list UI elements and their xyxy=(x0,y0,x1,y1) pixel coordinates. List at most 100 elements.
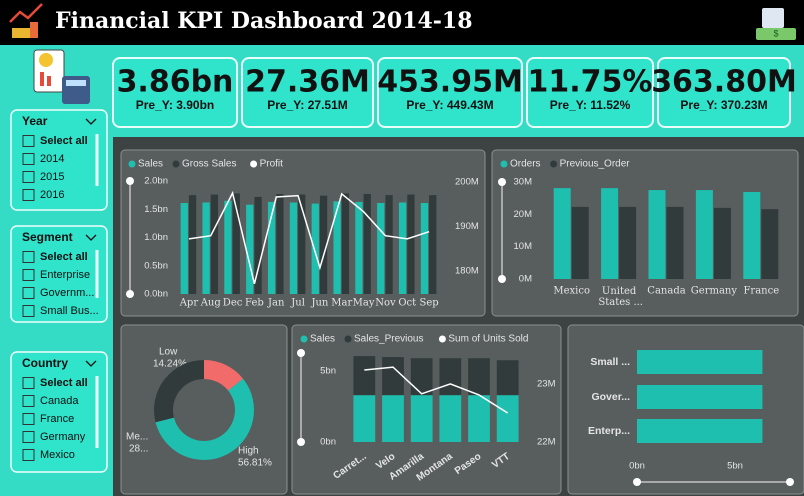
slicer-item[interactable]: 2016 xyxy=(40,189,64,201)
slicer-checkbox[interactable] xyxy=(22,153,35,165)
slicer-item[interactable]: Mexico xyxy=(40,449,75,461)
bar xyxy=(619,206,637,279)
kpi-previous: Pre_Y: 370.23M xyxy=(680,98,767,112)
kpi-value: 27.36M xyxy=(245,65,370,100)
kpi-card xyxy=(377,57,523,128)
slicer-item[interactable]: Select all xyxy=(40,251,88,263)
slicer-item[interactable]: Enterprise xyxy=(40,269,90,281)
slicer-checkbox[interactable] xyxy=(22,287,35,299)
slider-handle[interactable] xyxy=(126,290,134,298)
dashboard-title: Financial KPI Dashboard 2014-18 xyxy=(55,8,473,34)
bar xyxy=(648,190,666,279)
bar xyxy=(363,193,371,294)
bar xyxy=(571,206,589,279)
kpi-card xyxy=(112,57,238,128)
slicer-checkbox[interactable] xyxy=(22,171,35,183)
slicer-checkbox[interactable] xyxy=(22,377,35,389)
slicer-item[interactable]: Germany xyxy=(40,431,86,443)
bar xyxy=(353,356,376,396)
header-icon xyxy=(9,3,43,38)
bar xyxy=(713,207,731,279)
legend-label: Profit xyxy=(260,159,284,170)
slicer-checkbox[interactable] xyxy=(22,135,35,147)
slider-handle[interactable] xyxy=(786,478,794,486)
x-tick-label: Nov xyxy=(375,298,396,309)
x-tick-label: 0bn xyxy=(629,461,645,472)
y-tick-label: 1.0bn xyxy=(144,232,168,243)
bar xyxy=(224,200,232,294)
kpi-card xyxy=(241,57,374,128)
bar xyxy=(637,385,763,409)
slider-handle[interactable] xyxy=(633,478,641,486)
legend-label: Gross Sales xyxy=(182,159,236,170)
x-tick-label: United States ... xyxy=(595,286,643,308)
slicer-item[interactable]: Select all xyxy=(40,135,88,147)
y-tick-label: 10M xyxy=(514,241,533,252)
slicer-item[interactable]: 2015 xyxy=(40,171,64,183)
x-tick-label: Jul xyxy=(290,298,305,309)
slicer-checkbox[interactable] xyxy=(22,413,35,425)
slicer-item[interactable]: Governm... xyxy=(40,287,94,299)
legend-label: Sales xyxy=(138,159,163,170)
bar xyxy=(439,358,462,396)
bar xyxy=(439,395,462,442)
y2-tick-label: 200M xyxy=(455,176,479,187)
y2-tick-label: 22M xyxy=(537,437,556,448)
slicer-chevron xyxy=(85,360,97,367)
x-tick-label: Sep xyxy=(419,298,438,309)
bar xyxy=(601,188,619,279)
legend-marker xyxy=(250,160,258,168)
kpi-value: 11.75% xyxy=(528,65,653,100)
slicer-item[interactable]: 2014 xyxy=(40,153,64,165)
slicer-item[interactable]: France xyxy=(40,413,74,425)
slice-label: Low xyxy=(159,347,178,358)
slicer-title: Segment xyxy=(22,230,73,244)
clipboard-icon xyxy=(33,49,90,104)
bar xyxy=(382,395,404,442)
slider-handle[interactable] xyxy=(126,177,134,185)
slicer-checkbox[interactable] xyxy=(22,449,35,461)
y-tick-label: 30M xyxy=(514,177,533,188)
bar xyxy=(385,195,393,294)
legend-marker xyxy=(344,335,352,343)
x-tick-label: Mar xyxy=(331,298,352,309)
slicer-checkbox[interactable] xyxy=(22,189,35,201)
slicer-checkbox[interactable] xyxy=(22,431,35,443)
y-tick-label: Small ... xyxy=(590,356,630,368)
bar xyxy=(637,419,763,443)
slicer-checkbox[interactable] xyxy=(22,251,35,263)
bar xyxy=(410,395,433,442)
y2-tick-label: 180M xyxy=(455,265,479,276)
slider-handle[interactable] xyxy=(297,438,305,446)
slider-handle[interactable] xyxy=(498,178,506,186)
kpi-previous: Pre_Y: 449.43M xyxy=(406,98,493,112)
kpi-value: 453.95M xyxy=(377,65,523,100)
bar xyxy=(276,193,284,294)
x-tick-label: Jan xyxy=(267,298,285,309)
bar xyxy=(382,357,404,396)
slicer-checkbox[interactable] xyxy=(22,269,35,281)
y-tick-label: 0M xyxy=(519,274,532,285)
bar xyxy=(333,201,341,294)
slider-handle[interactable] xyxy=(297,349,305,357)
slicer-checkbox[interactable] xyxy=(22,305,35,317)
header-bar xyxy=(0,0,804,45)
kpi-card xyxy=(526,57,654,128)
kpi-previous: Pre_Y: 11.52% xyxy=(550,98,631,112)
slicer-checkbox[interactable] xyxy=(22,395,35,407)
slicer-item[interactable]: Small Bus... xyxy=(40,305,99,317)
legend-marker xyxy=(128,160,136,168)
bar xyxy=(496,360,519,396)
slice-label: High xyxy=(238,446,259,457)
slice-value: 56.81% xyxy=(238,458,272,469)
legend-marker xyxy=(550,160,558,168)
donut-slice xyxy=(155,378,254,460)
slider-handle[interactable] xyxy=(498,275,506,283)
slicer-item[interactable]: Select all xyxy=(40,377,88,389)
y-tick-label: 2.0bn xyxy=(144,176,168,187)
slicer-item[interactable]: Canada xyxy=(40,395,79,407)
bar xyxy=(202,202,210,294)
bar xyxy=(298,194,306,294)
slicer-title: Country xyxy=(22,356,68,370)
bar xyxy=(341,193,350,294)
